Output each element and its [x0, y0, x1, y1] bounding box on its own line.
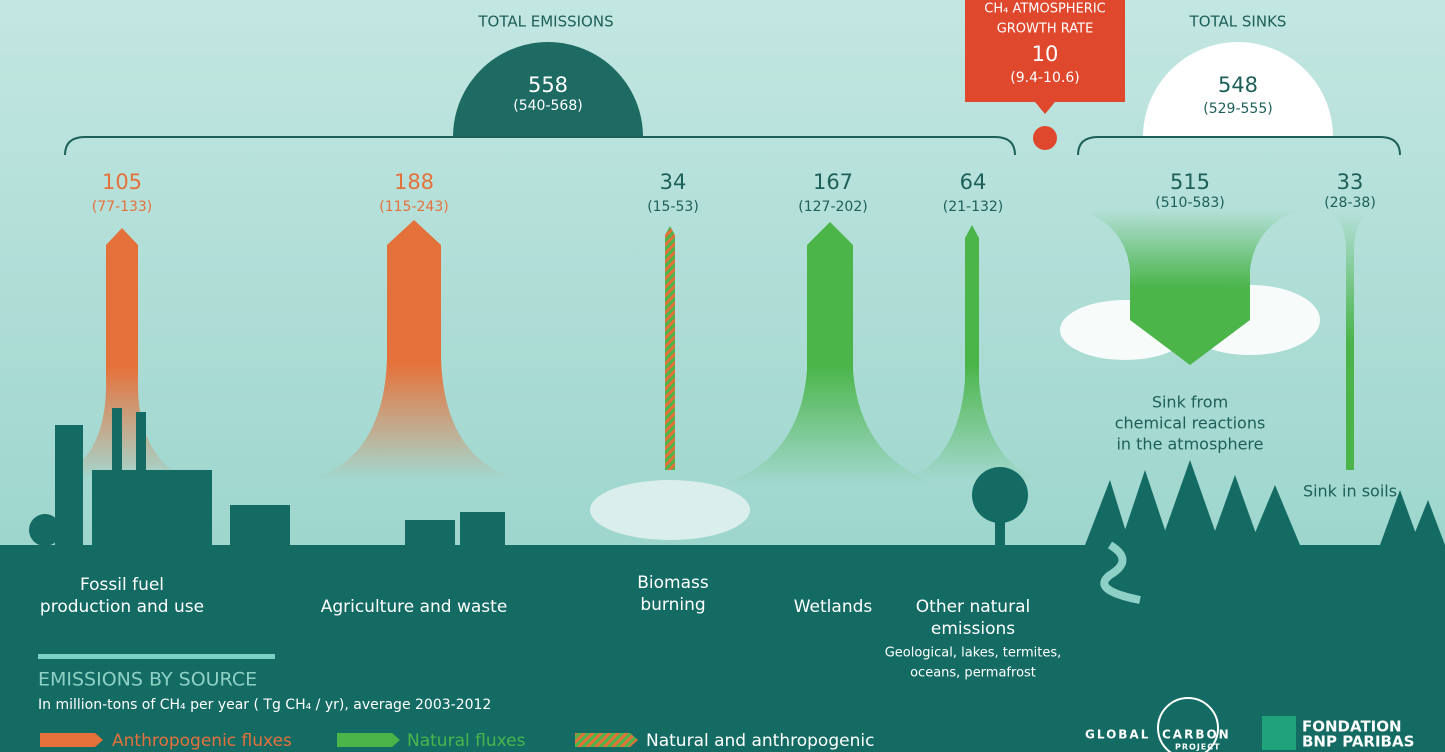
legend-rule [38, 654, 275, 659]
sink-label: chemical reactions [1115, 414, 1266, 433]
source-label: Other natural [916, 597, 1030, 617]
source-note: Geological, lakes, termites, [885, 646, 1062, 661]
source-range: (21-132) [943, 199, 1004, 215]
soil-sink-arrow [1330, 212, 1370, 470]
source-label: Agriculture and waste [321, 597, 508, 617]
source-value: 34 [660, 170, 687, 194]
growth-label: CH₄ ATMOSPHERIC [984, 2, 1106, 17]
sink-range: (510-583) [1155, 195, 1224, 211]
emissions-value: 558 [528, 73, 568, 97]
source-label: emissions [931, 619, 1015, 639]
legend-item: Anthropogenic fluxes [112, 731, 292, 751]
river [1100, 541, 1141, 604]
logo-text: BNP PARIBAS [1302, 733, 1414, 751]
sinks-value: 548 [1218, 73, 1258, 97]
sink-label: Sink from [1152, 393, 1228, 412]
sink-range: (28-38) [1324, 195, 1376, 211]
legend-item: Natural fluxes [407, 731, 526, 751]
legend-swatch [337, 733, 400, 747]
logo-text: GLOBAL [1085, 728, 1150, 742]
legend-title: EMISSIONS BY SOURCE [38, 669, 257, 691]
agriculture-arrow [308, 220, 520, 480]
source-range: (77-133) [92, 199, 153, 215]
emissions-range: (540-568) [513, 98, 582, 114]
smoke [590, 480, 750, 540]
emissions-title: TOTAL EMISSIONS [477, 13, 613, 31]
source-range: (127-202) [798, 199, 867, 215]
source-value: 64 [960, 170, 987, 194]
logo-text: PROJECT [1175, 743, 1221, 752]
logo-text: FONDATION [1302, 718, 1402, 736]
biomass-arrow [665, 226, 675, 470]
wetlands-arrow [720, 222, 940, 485]
sinks-bracket [1077, 136, 1401, 156]
sinks-range: (529-555) [1203, 101, 1272, 117]
legend-swatch [40, 733, 103, 747]
source-label: Fossil fuel [80, 575, 164, 595]
growth-value: 10 [1032, 42, 1059, 66]
logo-ring [1157, 697, 1219, 752]
source-label: burning [640, 595, 705, 615]
source-value: 167 [813, 170, 853, 194]
legend-swatch [575, 733, 638, 747]
source-value: 188 [394, 170, 434, 194]
chemical-sink-arrow [1080, 210, 1300, 365]
bnp-mark [1262, 716, 1296, 750]
source-label: Wetlands [794, 597, 873, 617]
source-label: Biomass [637, 573, 709, 593]
fossil-arrow [54, 228, 190, 480]
sink-value: 515 [1170, 170, 1210, 194]
landscape [29, 408, 1445, 546]
ground [0, 545, 1445, 752]
sink-label: Sink in soils [1303, 482, 1397, 501]
source-range: (115-243) [379, 199, 448, 215]
source-label: production and use [40, 597, 204, 617]
logo-text: CARBON [1162, 728, 1231, 742]
growth-dot [1033, 126, 1057, 150]
emissions-dome [453, 42, 643, 137]
source-note: oceans, permafrost [910, 666, 1036, 681]
source-range: (15-53) [647, 199, 699, 215]
growth-range: (9.4-10.6) [1010, 70, 1079, 86]
sinks-title: TOTAL SINKS [1189, 13, 1287, 31]
sinks-dome [1143, 42, 1333, 137]
source-value: 105 [102, 170, 142, 194]
growth-label: GROWTH RATE [997, 22, 1094, 37]
legend-subtitle: In million-tons of CH₄ per year ( Tg CH₄… [38, 697, 491, 713]
sink-label: in the atmosphere [1116, 435, 1263, 454]
growth-box [965, 0, 1125, 114]
legend-item: Natural and anthropogenic [646, 731, 874, 751]
sink-value: 33 [1337, 170, 1364, 194]
other-arrow [904, 225, 1040, 480]
emissions-bracket [64, 136, 1016, 156]
